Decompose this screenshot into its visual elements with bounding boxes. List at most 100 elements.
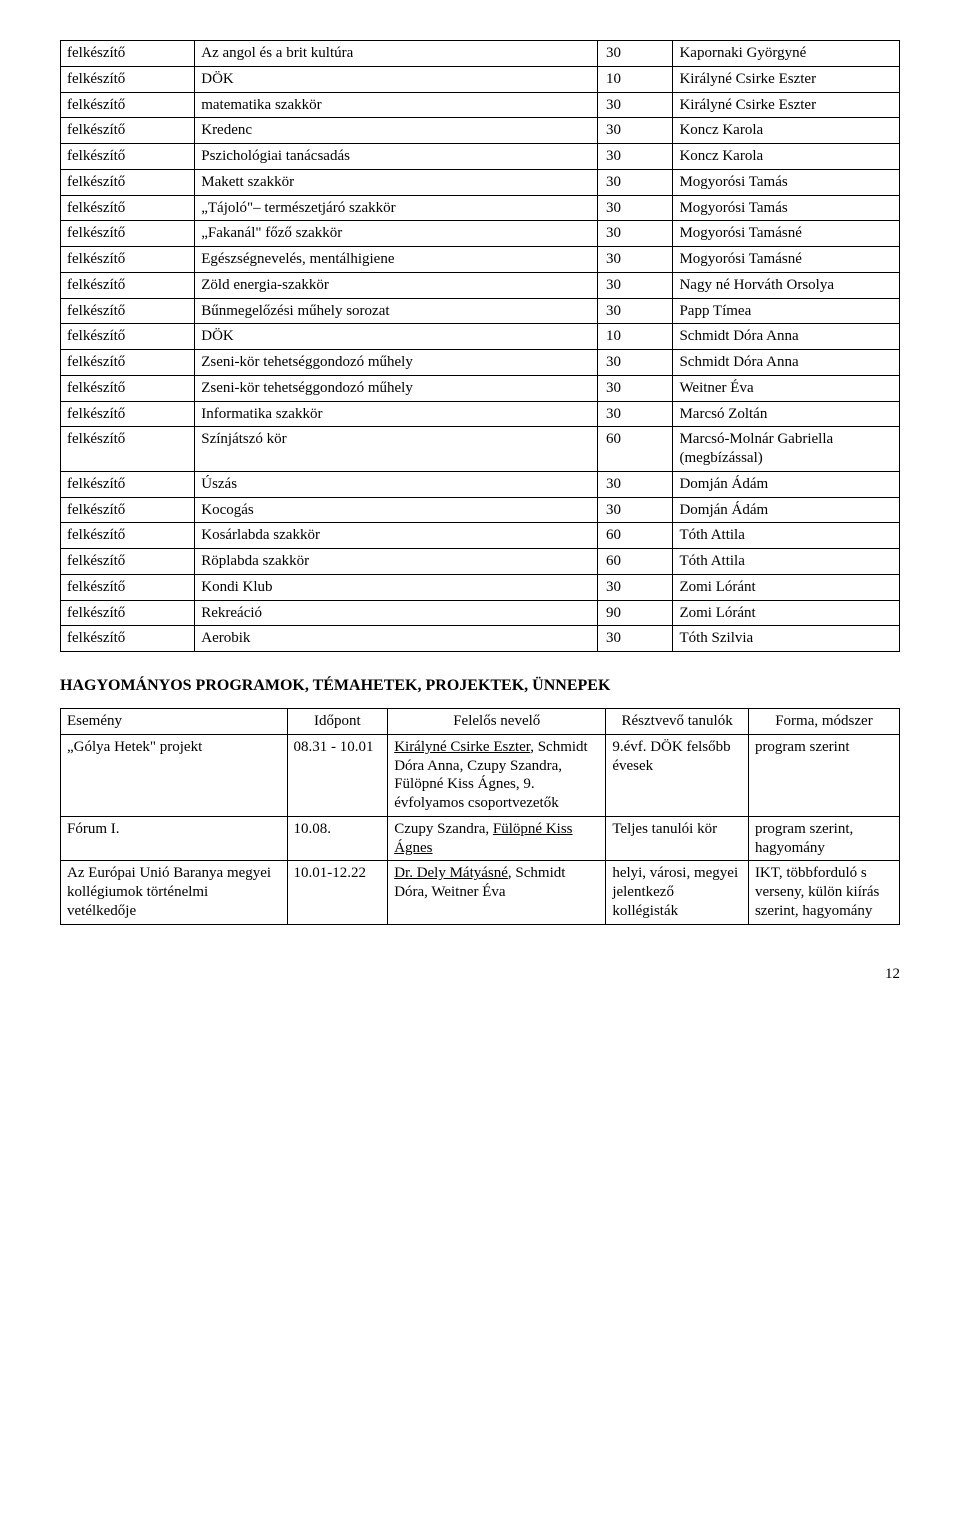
cell-leader: Schmidt Dóra Anna [673, 324, 900, 350]
cell-activity: Pszichológiai tanácsadás [195, 144, 598, 170]
cell-activity: matematika szakkör [195, 92, 598, 118]
cell-activity: Színjátszó kör [195, 427, 598, 472]
cell-hours: 60 [597, 549, 673, 575]
cell-hours: 10 [597, 66, 673, 92]
cell-participants: 9.évf. DÖK felsőbb évesek [606, 734, 749, 816]
table-row: felkészítőAz angol és a brit kultúra30Ka… [61, 41, 900, 67]
cell-hours: 30 [597, 221, 673, 247]
cell-leader: Zomi Lóránt [673, 574, 900, 600]
cell-leader: Tóth Attila [673, 549, 900, 575]
cell-type: felkészítő [61, 549, 195, 575]
cell-hours: 30 [597, 401, 673, 427]
table-row: felkészítőKondi Klub30Zomi Lóránt [61, 574, 900, 600]
page-number: 12 [60, 965, 900, 984]
cell-hours: 30 [597, 574, 673, 600]
cell-activity: „Tájoló"– természetjáró szakkör [195, 195, 598, 221]
cell-leader: Mogyorósi Tamás [673, 195, 900, 221]
cell-activity: Zseni-kör tehetséggondozó műhely [195, 350, 598, 376]
cell-leader: Papp Tímea [673, 298, 900, 324]
cell-leader: Tóth Szilvia [673, 626, 900, 652]
cell-type: felkészítő [61, 401, 195, 427]
cell-type: felkészítő [61, 169, 195, 195]
cell-hours: 30 [597, 247, 673, 273]
cell-event: Az Európai Unió Baranya megyei kollégium… [61, 861, 288, 924]
cell-type: felkészítő [61, 247, 195, 273]
cell-hours: 30 [597, 497, 673, 523]
responsible-link[interactable]: Fülöpné Kiss Ágnes [394, 821, 572, 856]
cell-type: felkészítő [61, 497, 195, 523]
cell-hours: 30 [597, 626, 673, 652]
cell-type: felkészítő [61, 427, 195, 472]
cell-activity: Az angol és a brit kultúra [195, 41, 598, 67]
cell-type: felkészítő [61, 41, 195, 67]
cell-leader: Királyné Csirke Eszter [673, 66, 900, 92]
cell-type: felkészítő [61, 600, 195, 626]
cell-hours: 30 [597, 118, 673, 144]
cell-hours: 60 [597, 523, 673, 549]
cell-leader: Marcsó Zoltán [673, 401, 900, 427]
table-row: felkészítőRekreáció90Zomi Lóránt [61, 600, 900, 626]
table-row: felkészítőPszichológiai tanácsadás30Konc… [61, 144, 900, 170]
cell-type: felkészítő [61, 221, 195, 247]
cell-hours: 30 [597, 92, 673, 118]
cell-activity: Egészségnevelés, mentálhigiene [195, 247, 598, 273]
cell-responsible: Dr. Dely Mátyásné, Schmidt Dóra, Weitner… [388, 861, 606, 924]
table-row: felkészítőInformatika szakkör30Marcsó Zo… [61, 401, 900, 427]
table-row: felkészítőMakett szakkör30Mogyorósi Tamá… [61, 169, 900, 195]
cell-type: felkészítő [61, 523, 195, 549]
table-row: felkészítőÚszás30Domján Ádám [61, 471, 900, 497]
table-row: Az Európai Unió Baranya megyei kollégium… [61, 861, 900, 924]
cell-type: felkészítő [61, 118, 195, 144]
cell-form: program szerint, hagyomány [748, 816, 899, 861]
cell-type: felkészítő [61, 324, 195, 350]
cell-form: program szerint [748, 734, 899, 816]
table-header-cell: Esemény [61, 709, 288, 735]
cell-leader: Mogyorósi Tamásné [673, 221, 900, 247]
cell-hours: 10 [597, 324, 673, 350]
table-header-cell: Időpont [287, 709, 388, 735]
cell-leader: Weitner Éva [673, 375, 900, 401]
cell-leader: Koncz Karola [673, 118, 900, 144]
cell-activity: Kredenc [195, 118, 598, 144]
cell-date: 10.08. [287, 816, 388, 861]
cell-activity: Aerobik [195, 626, 598, 652]
cell-leader: Mogyorósi Tamás [673, 169, 900, 195]
responsible-link[interactable]: Dr. Dely Mátyásné [394, 865, 508, 881]
cell-activity: Úszás [195, 471, 598, 497]
table-header-cell: Felelős nevelő [388, 709, 606, 735]
table-row: felkészítő„Tájoló"– természetjáró szakkö… [61, 195, 900, 221]
responsible-link[interactable]: Királyné Csirke Eszter [394, 739, 530, 755]
cell-hours: 90 [597, 600, 673, 626]
cell-type: felkészítő [61, 626, 195, 652]
cell-activity: „Fakanál" főző szakkör [195, 221, 598, 247]
cell-activity: Zseni-kör tehetséggondozó műhely [195, 375, 598, 401]
table-row: felkészítőZseni-kör tehetséggondozó műhe… [61, 350, 900, 376]
cell-type: felkészítő [61, 66, 195, 92]
cell-hours: 30 [597, 350, 673, 376]
cell-event: „Gólya Hetek" projekt [61, 734, 288, 816]
table-row: felkészítőAerobik30Tóth Szilvia [61, 626, 900, 652]
cell-leader: Schmidt Dóra Anna [673, 350, 900, 376]
cell-activity: Zöld energia-szakkör [195, 272, 598, 298]
cell-participants: helyi, városi, megyei jelentkező kollégi… [606, 861, 749, 924]
table-row: „Gólya Hetek" projekt08.31 - 10.01Király… [61, 734, 900, 816]
cell-activity: Bűnmegelőzési műhely sorozat [195, 298, 598, 324]
cell-leader: Zomi Lóránt [673, 600, 900, 626]
cell-type: felkészítő [61, 471, 195, 497]
table-row: felkészítőEgészségnevelés, mentálhigiene… [61, 247, 900, 273]
cell-leader: Mogyorósi Tamásné [673, 247, 900, 273]
cell-type: felkészítő [61, 144, 195, 170]
table-row: felkészítőDÖK10Schmidt Dóra Anna [61, 324, 900, 350]
cell-hours: 60 [597, 427, 673, 472]
table-row: felkészítőZöld energia-szakkör30Nagy né … [61, 272, 900, 298]
cell-leader: Kapornaki Györgyné [673, 41, 900, 67]
cell-type: felkészítő [61, 375, 195, 401]
table-row: felkészítő„Fakanál" főző szakkör30Mogyor… [61, 221, 900, 247]
cell-type: felkészítő [61, 272, 195, 298]
programs-table: EseményIdőpontFelelős nevelőRésztvevő ta… [60, 708, 900, 925]
table-row: felkészítőmatematika szakkör30Királyné C… [61, 92, 900, 118]
cell-hours: 30 [597, 471, 673, 497]
table-row: felkészítőDÖK10Királyné Csirke Eszter [61, 66, 900, 92]
cell-activity: Röplabda szakkör [195, 549, 598, 575]
cell-activity: Informatika szakkör [195, 401, 598, 427]
